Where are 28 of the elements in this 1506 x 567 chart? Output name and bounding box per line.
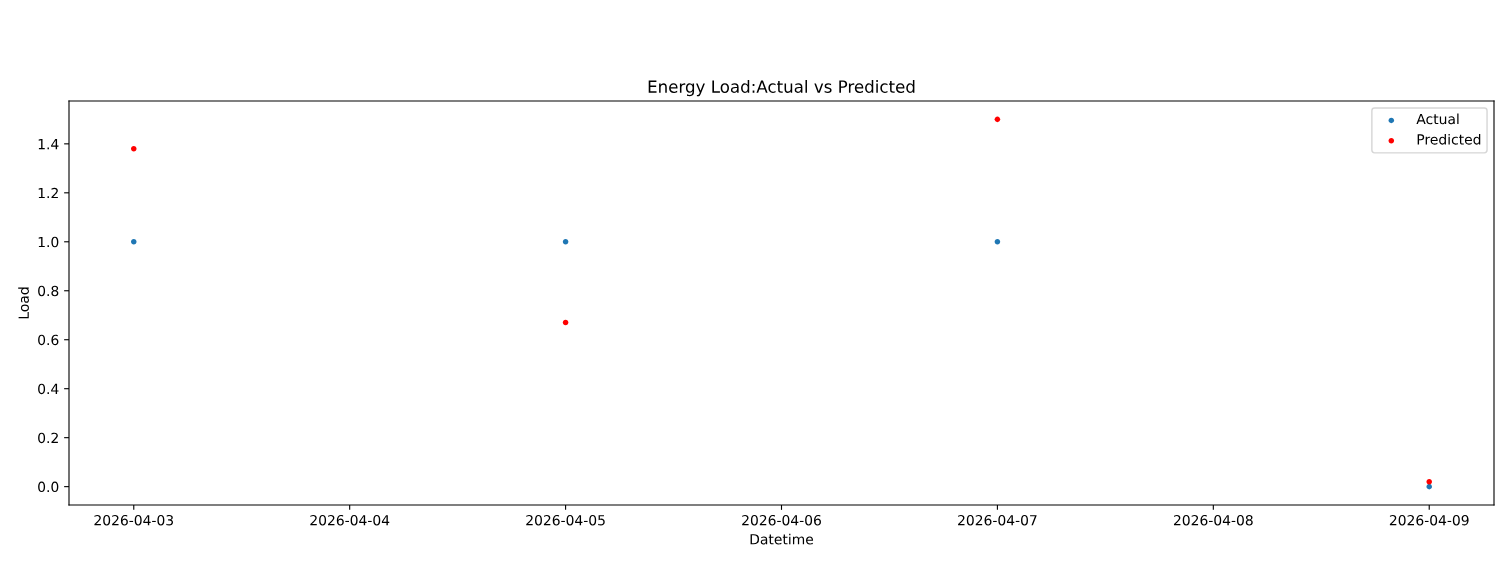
y-axis-title: Load bbox=[18, 287, 29, 319]
x-tick-label: 2026-04-06 bbox=[742, 514, 821, 526]
legend-label: Actual bbox=[1416, 113, 1459, 125]
y-tick-label: 0.8 bbox=[38, 285, 59, 297]
point bbox=[131, 239, 137, 245]
x-tick-label: 2026-04-08 bbox=[1173, 514, 1253, 526]
y-tick-label: 0.4 bbox=[38, 383, 59, 395]
y-tick-label: 0.2 bbox=[38, 432, 58, 444]
point bbox=[562, 239, 569, 245]
point bbox=[562, 319, 569, 326]
x-axis-title: Datetime bbox=[750, 533, 814, 545]
point bbox=[1426, 483, 1432, 490]
chart-title: Energy Load:Actual vs Predicted bbox=[648, 80, 915, 97]
point bbox=[1426, 478, 1432, 485]
y-tick-label: 1.4 bbox=[38, 139, 59, 150]
point bbox=[131, 145, 137, 152]
legend-label: Predicted bbox=[1417, 133, 1481, 145]
point bbox=[994, 239, 1001, 245]
x-tick-label: 2026-04-03 bbox=[94, 514, 174, 526]
y-tick-label: 0.6 bbox=[38, 334, 59, 346]
y-tick-label: 0.0 bbox=[38, 481, 59, 493]
y-tick-label: 1.2 bbox=[38, 187, 58, 199]
point bbox=[994, 116, 1001, 123]
x-tick-label: 2026-04-09 bbox=[1389, 514, 1469, 526]
x-tick-label: 2026-04-04 bbox=[310, 514, 390, 526]
x-tick-label: 2026-04-07 bbox=[958, 514, 1037, 526]
y-tick-label: 1.0 bbox=[38, 236, 59, 248]
x-tick-label: 2026-04-05 bbox=[526, 514, 605, 526]
